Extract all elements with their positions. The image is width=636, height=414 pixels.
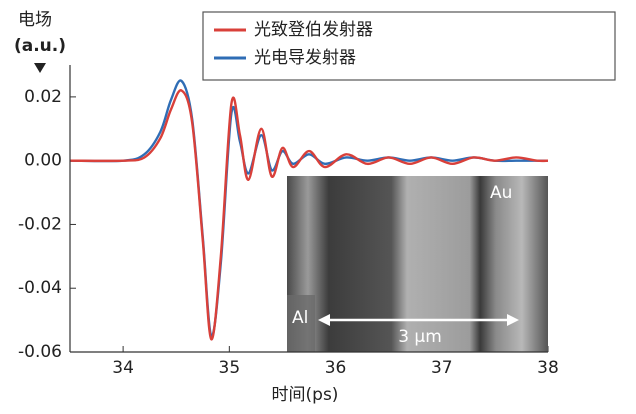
arrow-head — [507, 314, 519, 326]
x-tick-label: 38 — [537, 358, 559, 378]
y-tick-label: -0.06 — [18, 342, 62, 362]
y-axis-label: 电场 — [18, 10, 52, 30]
inset-label: Au — [490, 183, 512, 203]
inset-image — [287, 176, 548, 352]
x-tick-label: 35 — [219, 358, 241, 378]
x-axis-label: 时间(ps) — [272, 385, 339, 405]
legend-label: 光致登伯发射器 — [254, 20, 373, 40]
legend-label: 光电导发射器 — [254, 48, 356, 68]
inset-pad — [287, 295, 315, 352]
y-tick-label: -0.02 — [18, 214, 62, 234]
legend — [202, 11, 616, 81]
x-tick-label: 34 — [112, 358, 134, 378]
y-axis-unit: (a.u.) — [14, 36, 66, 56]
series-line — [69, 89, 549, 341]
arrow-head — [318, 314, 330, 326]
inset-label: 3 μm — [398, 327, 442, 347]
y-tick-label: -0.04 — [18, 278, 62, 298]
y-tick-label: 0.00 — [24, 151, 62, 171]
x-tick-label: 37 — [431, 358, 453, 378]
series-line — [69, 79, 548, 338]
y-axis-arrow — [34, 63, 46, 73]
y-tick-label: 0.02 — [24, 87, 62, 107]
x-tick-label: 36 — [325, 358, 347, 378]
inset-label: Al — [292, 308, 308, 328]
